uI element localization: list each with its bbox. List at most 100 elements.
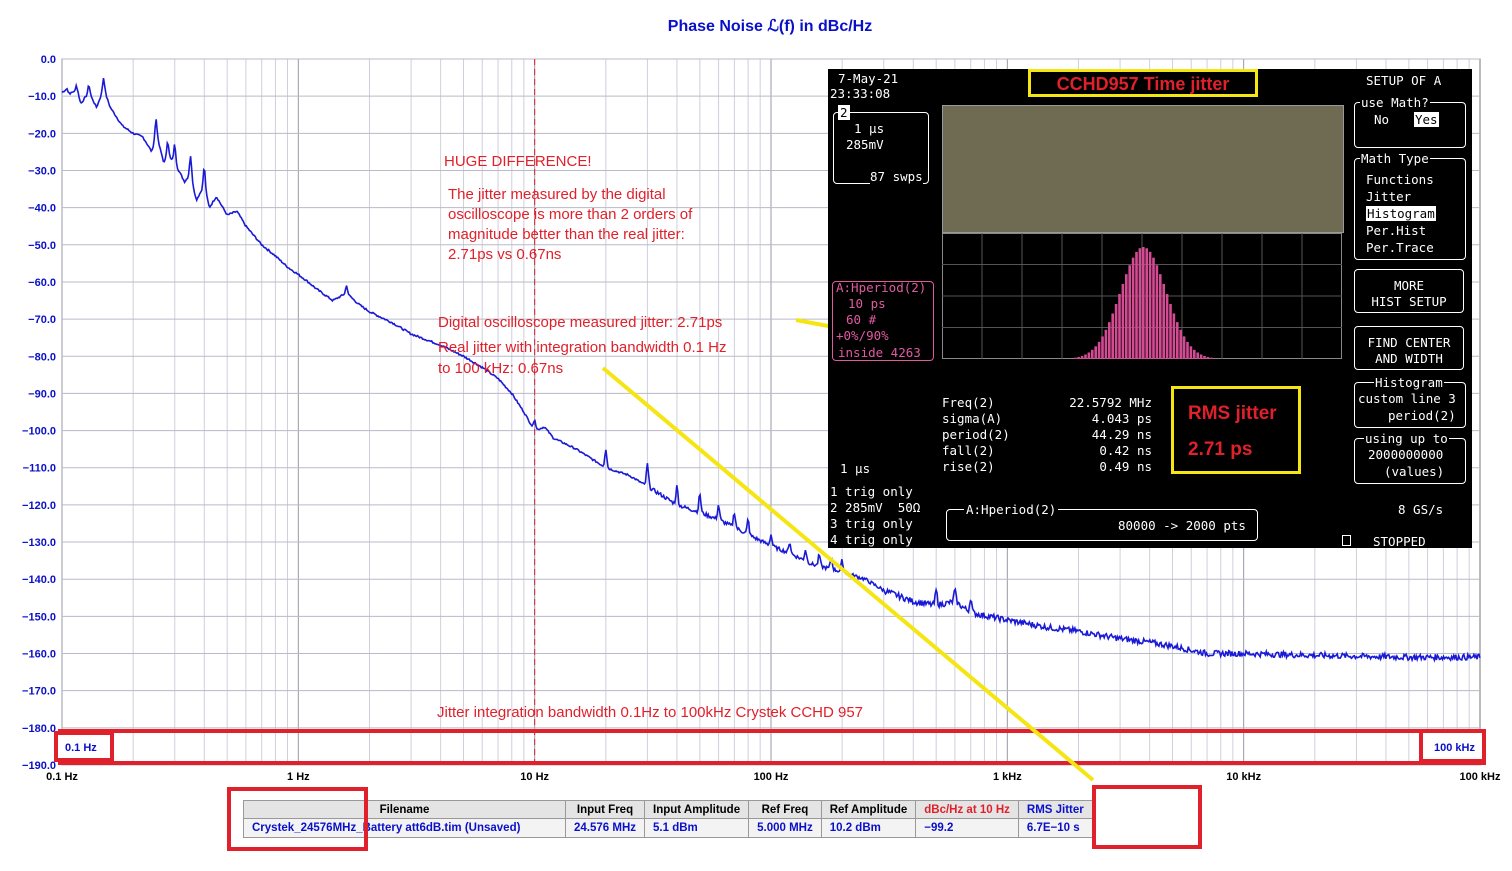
annotation-line-4: 2.71ps vs 0.67ns [448,246,561,263]
x-tick-label: 1 Hz [287,771,310,783]
measurement-value: 22.5792 MHz [1069,395,1152,410]
math-type-option[interactable]: Histogram [1366,206,1436,221]
hist-bar [1186,341,1189,359]
results-row: Crystek_24576MHz_Battery att6dB.tim (Uns… [243,818,1093,838]
channel-sweeps: 87 swps [870,169,923,184]
y-tick-label: −180.0 [22,723,56,735]
measurement-name: fall(2) [942,443,995,458]
histogram-settings-box [832,281,934,361]
histogram-config-line2: period(2) [1388,408,1456,423]
hist-bar [1159,274,1162,359]
hist-bar [1176,322,1179,359]
find-center-button[interactable]: FIND CENTER AND WIDTH [1354,326,1464,370]
rms-jitter-highlight-frame [1092,785,1202,849]
hist-bar [1142,247,1145,359]
hist-bar [1128,265,1131,359]
hist-bar [1101,336,1104,359]
annotation-line-3: magnitude better than the real jitter: [448,226,685,243]
measurement-name: period(2) [942,427,1010,442]
hist-bar [1172,313,1176,359]
left-corner-frame [54,731,114,762]
y-tick-label: −130.0 [22,537,56,549]
annotation-bandwidth: Jitter integration bandwidth 0.1Hz to 10… [437,704,863,721]
x-tick-label: 100 Hz [754,771,789,783]
annotation-huge-difference: HUGE DIFFERENCE! [444,153,592,170]
hist-ratio: +0%/90% [836,328,889,343]
channel-entry: 2 285mV 50Ω [830,500,921,515]
more-hist-setup-button[interactable]: MORE HIST SETUP [1354,269,1464,313]
hist-per-div: 10 ps [848,296,886,311]
more-hist-line2: HIST SETUP [1371,294,1447,309]
annotation-line-2: oscilloscope is more than 2 orders of [448,206,693,223]
y-tick-label: −120.0 [22,500,56,512]
hist-count: 60 # [846,312,877,327]
annotation-scope-jitter: Digital oscilloscope measured jitter: 2.… [438,314,722,331]
y-tick-label: −100.0 [22,426,56,438]
hist-bar [1111,313,1114,359]
rms-label: RMS jitter [1188,403,1277,424]
cell-input-amplitude: 5.1 dBm [644,818,750,838]
right-corner-frame [1419,729,1486,763]
hist-bar [1162,283,1165,359]
rms-value: 2.71 ps [1188,439,1253,460]
measurement-value: 44.29 ns [1091,427,1152,442]
use-math-no[interactable]: No [1374,112,1390,127]
histogram-config-line1: custom line 3 [1358,391,1456,406]
channel-list: 1 trig only 2 285mV 50Ω 3 trig only 4 trig … [830,484,950,548]
math-type-list: Functions Jitter Histogram Per.Hist Per.Trac… [1366,172,1461,257]
x-tick-label: 100 kHz [1460,771,1501,783]
channel-number: 2 [838,105,850,120]
channel-timebase: 1 µs [854,121,885,136]
math-type-option[interactable]: Per.Hist [1366,223,1427,238]
hist-bar [1155,265,1159,359]
axes: 0.0 −10.0 −20.0 −30.0 −40.0 −50.0 −60.0 −70.0 −8… [22,54,1501,783]
hist-bar [1108,322,1111,359]
hist-bar [1179,329,1182,359]
hist-bar [1165,294,1169,359]
corner-label-left: 0.1 Hz [65,742,97,754]
hist-bar [1080,355,1084,359]
annotation-real-jitter-2: to 100 kHz: 0.67ns [438,360,563,377]
x-tick-label: 1 kHz [993,771,1022,783]
chart-title: Phase Noise ℒ(f) in dBc/Hz [668,18,872,35]
hist-label: A:Hperiod(2) [836,280,927,295]
math-label: A:Hperiod(2) [964,502,1059,517]
using-value: 2000000000 [1368,447,1444,462]
math-type-option[interactable]: Functions [1366,172,1434,187]
hist-bar [1135,251,1138,359]
phase-noise-trace [61,77,1481,663]
hist-bar [1210,357,1213,359]
hist-bar [1169,303,1172,359]
hist-bar [1125,274,1128,359]
cell-dbc-at-10hz: −99.2 [915,818,1019,838]
oscilloscope-screen: 7-May-21 23:33:08 CCHD957 Time jitter 2 … [828,69,1472,548]
math-type-option[interactable]: Per.Trace [1366,240,1434,255]
hist-bar [1091,349,1094,359]
y-tick-label: −160.0 [22,649,56,661]
math-type-option[interactable]: Jitter [1366,189,1412,204]
hist-bar [1077,356,1080,359]
col-input-freq: Input Freq [564,800,646,819]
y-tick-label: −150.0 [22,611,56,623]
filename-highlight-frame [227,787,368,851]
col-dbc-at-10hz: dBc/Hz at 10 Hz [915,800,1019,819]
measurement-value: 0.49 ns [1099,459,1152,474]
hist-bar [1203,355,1206,359]
cell-rms-jitter: 6.7E−10 s [1017,818,1093,838]
col-input-amplitude: Input Amplitude [644,800,750,819]
hist-bar [1182,336,1186,359]
corner-label-right: 100 kHz [1434,742,1475,754]
math-type-label: Math Type [1360,151,1430,166]
cell-ref-amplitude: 10.2 dBm [820,818,917,838]
use-math-label: use Math? [1360,95,1430,110]
more-hist-line1: MORE [1393,278,1425,293]
waveform-display [942,105,1344,233]
y-tick-label: −170.0 [22,686,56,698]
scope-time: 23:33:08 [830,86,891,101]
y-tick-label: −50.0 [28,240,56,252]
scope-title: CCHD957 Time jitter [1028,69,1258,97]
use-math-yes[interactable]: Yes [1414,112,1439,127]
channel-volts: 285mV [846,137,884,152]
cell-ref-freq: 5.000 MHz [748,818,822,838]
x-tick-label: 10 Hz [520,771,549,783]
